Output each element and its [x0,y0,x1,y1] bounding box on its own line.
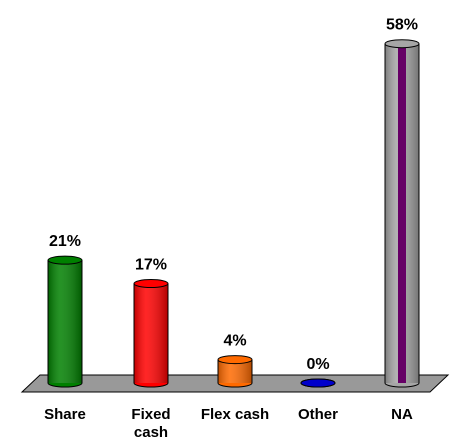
bar-stripe [398,43,406,383]
bar-top [300,378,336,388]
data-label: 58% [386,17,418,34]
bar-top [133,279,169,289]
data-label: 17% [135,257,167,274]
bar-top [47,255,83,265]
bar-shade [218,359,252,383]
data-label: 21% [49,233,81,250]
data-label: 4% [223,333,246,350]
bar-shade [134,283,168,383]
x-tick-label: NA [391,406,413,423]
bar-top [384,39,420,49]
x-tick-label: Fixed cash [131,406,171,441]
data-label: 0% [306,356,329,373]
x-tick-label: Flex cash [200,406,270,423]
x-tick-label: Share [44,406,86,423]
x-tick-label: Other [297,406,338,423]
bar-top [217,355,253,365]
bar-shade [48,260,82,383]
